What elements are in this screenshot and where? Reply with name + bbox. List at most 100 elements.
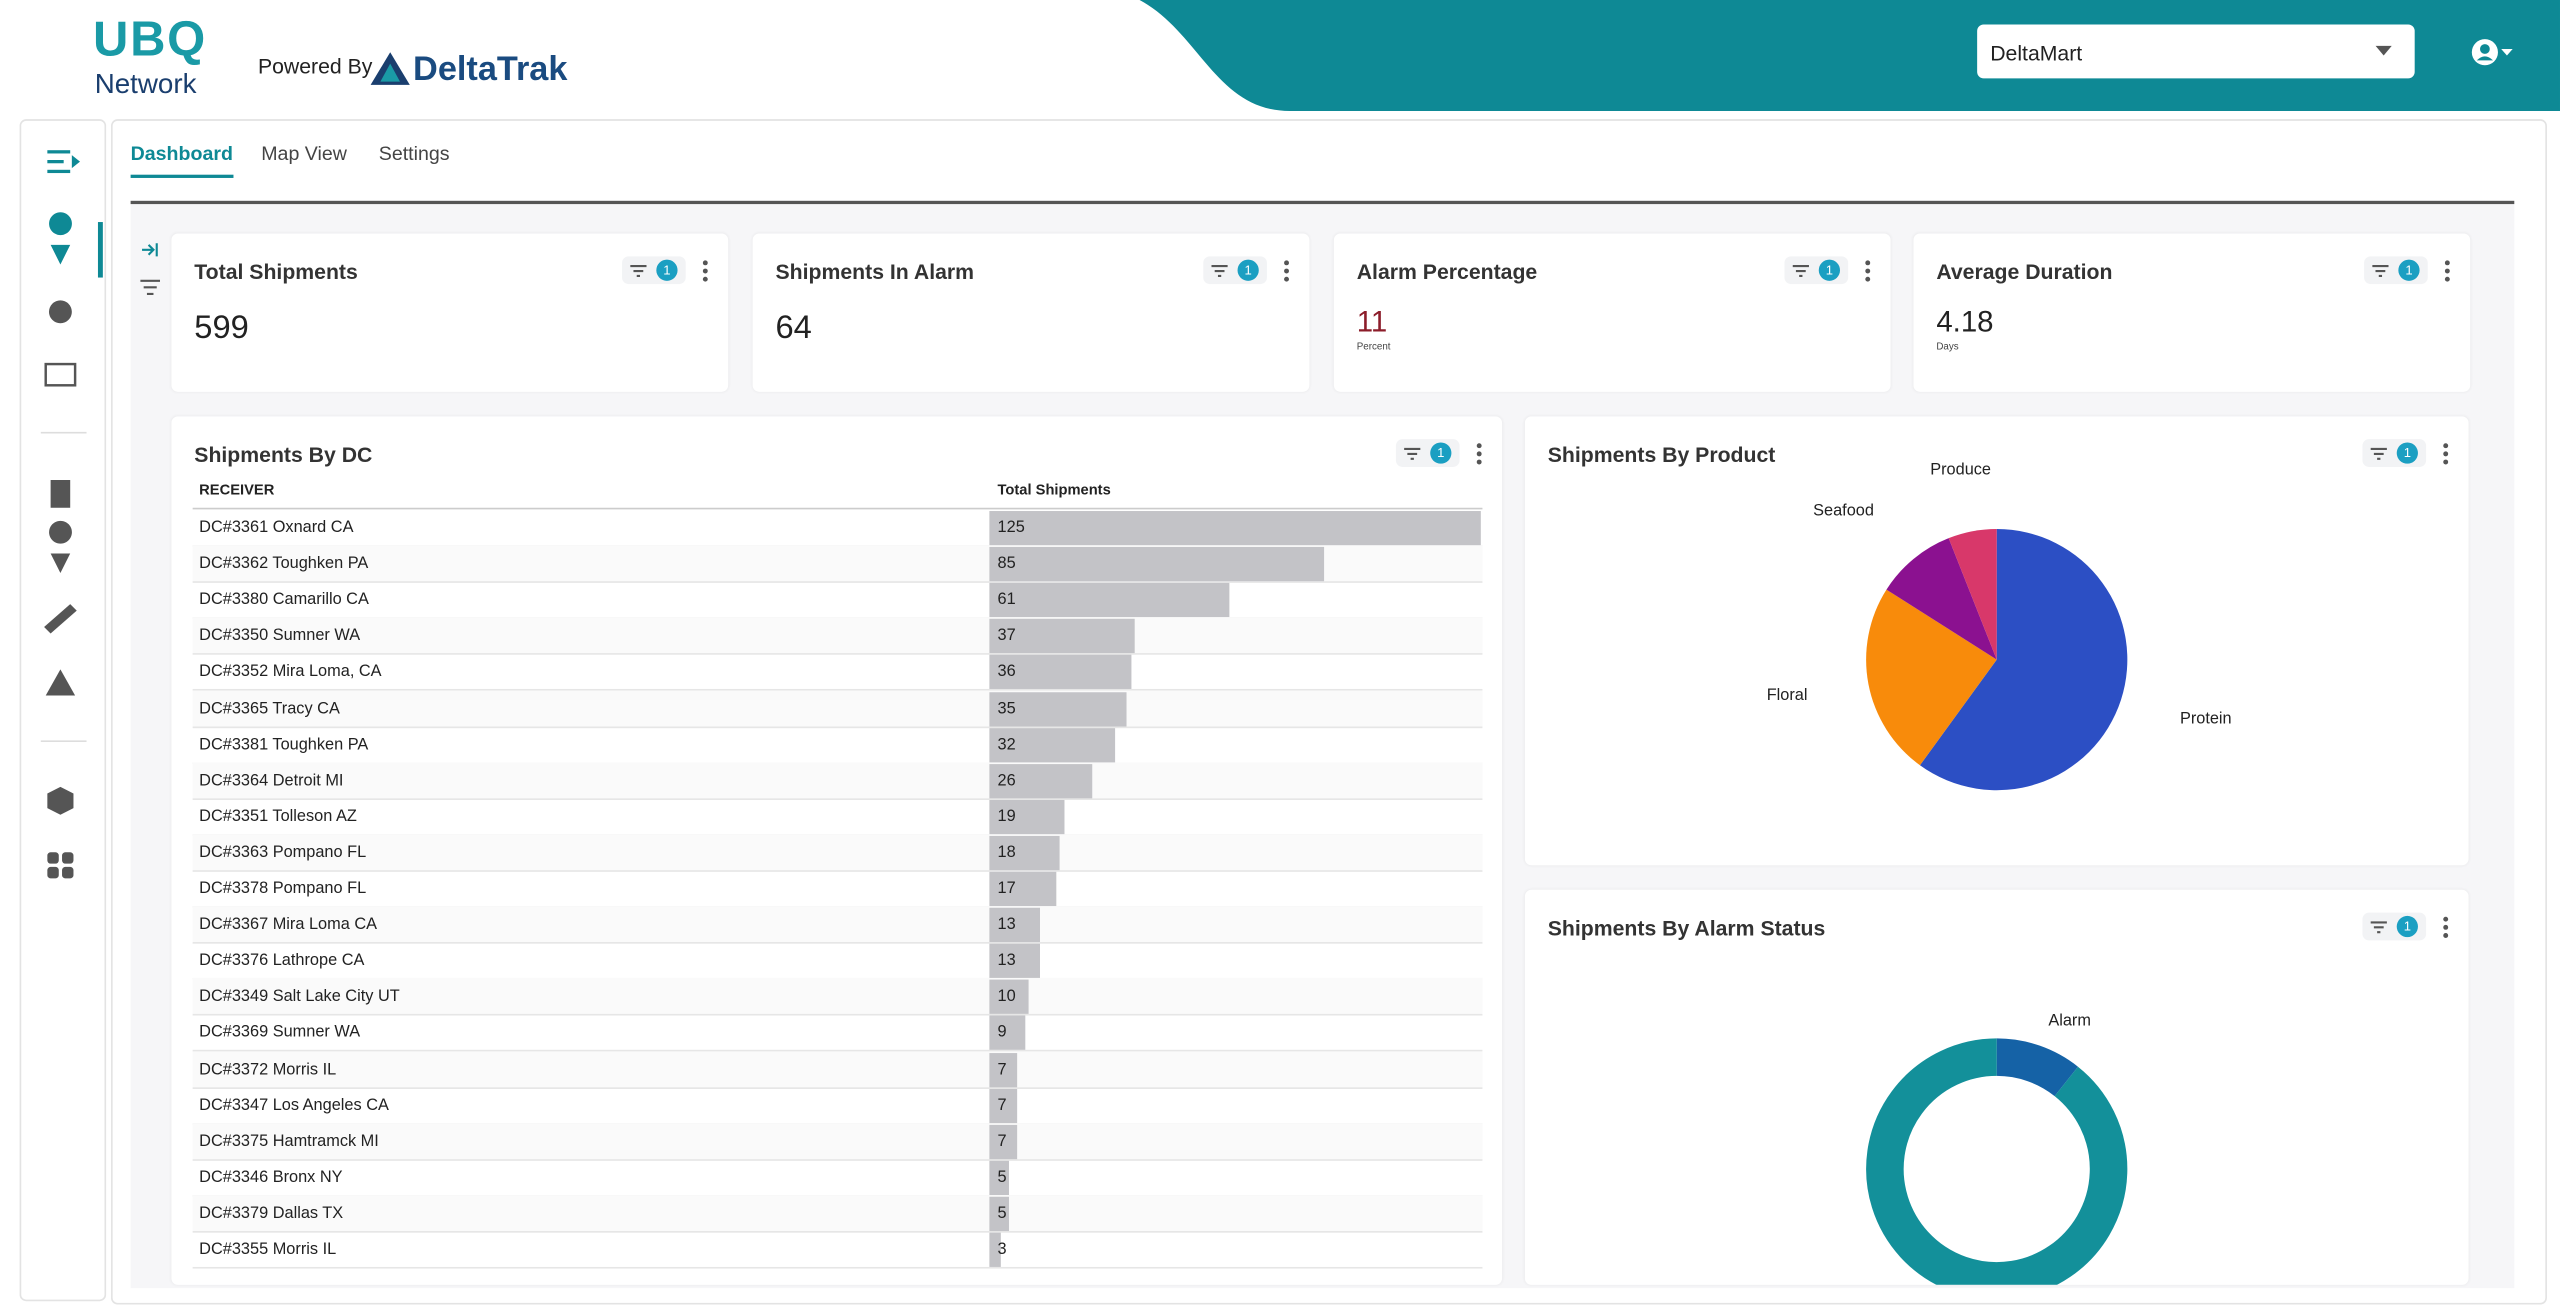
kpi-unit: Percent xyxy=(1356,342,1391,353)
receiver: DC#3361 Oxnard CA xyxy=(199,519,354,538)
dc-table-card: Shipments By DC 1 RECEIVER Total Shipments D… xyxy=(171,416,1503,1285)
more-menu[interactable] xyxy=(702,259,709,282)
chart: Protein Floral Seafood Produce xyxy=(1767,461,2232,791)
menu-toggle[interactable] xyxy=(47,150,80,174)
table-row: DC#3375 Hamtramck MI 7 xyxy=(192,1122,1483,1161)
panel-tools[interactable] xyxy=(139,237,162,302)
slice-label: Seafood xyxy=(1813,501,1874,519)
bar xyxy=(989,691,1127,726)
bar xyxy=(989,835,1061,871)
kpi-value: 64 xyxy=(775,310,812,347)
nav-settings[interactable] xyxy=(48,300,72,324)
tab[interactable]: Settings xyxy=(378,142,450,165)
total: 18 xyxy=(997,843,1016,862)
more-menu[interactable] xyxy=(2442,915,2449,938)
receiver: DC#3347 Los Angeles CA xyxy=(199,1096,389,1115)
total: 125 xyxy=(997,519,1025,538)
kpi-value: 599 xyxy=(194,310,249,347)
logo-top: UBQ xyxy=(93,13,207,67)
total: 17 xyxy=(997,879,1016,898)
table-row: DC#3361 Oxnard CA 125 xyxy=(192,509,1483,547)
total: 5 xyxy=(997,1204,1007,1223)
card-title: Shipments By Alarm Status xyxy=(1547,915,1826,941)
table-row: DC#3369 Sumner WA 9 xyxy=(192,1015,1483,1053)
table-row: DC#3351 Tolleson AZ 19 xyxy=(192,798,1483,836)
active-indicator xyxy=(97,222,103,278)
dot xyxy=(702,267,708,273)
total: 19 xyxy=(997,807,1016,826)
filter-badge: 1 xyxy=(2396,442,2418,464)
logo-bottom: Network xyxy=(94,68,197,100)
filter-button[interactable]: 1 xyxy=(2364,256,2428,285)
kpi-card: Shipments In Alarm 1 64 xyxy=(752,233,1310,392)
card-tools: 1 xyxy=(2362,912,2449,941)
filter-button[interactable]: 1 xyxy=(2362,439,2427,467)
filter-button[interactable]: 1 xyxy=(1395,439,1460,467)
tab[interactable]: Dashboard xyxy=(130,142,233,178)
dot xyxy=(1476,450,1482,456)
total: 61 xyxy=(997,591,1016,610)
filter-button[interactable]: 1 xyxy=(2362,912,2427,941)
slice-label: Protein xyxy=(2180,709,2232,727)
dot xyxy=(2443,924,2449,929)
pie-slice xyxy=(1866,589,1997,766)
bar xyxy=(989,907,1041,943)
filter-glyph xyxy=(2370,447,2387,460)
nav-places[interactable] xyxy=(49,520,72,574)
bar xyxy=(989,619,1135,654)
bar xyxy=(989,1016,1025,1051)
total: 7 xyxy=(997,1060,1007,1079)
nav-apps[interactable] xyxy=(47,852,74,879)
table-row: DC#3347 Los Angeles CA 7 xyxy=(192,1087,1483,1125)
filter-icon xyxy=(630,264,647,277)
column-header[interactable]: RECEIVER xyxy=(199,481,275,498)
header-rule xyxy=(192,507,1483,510)
receiver: DC#3376 Lathrope CA xyxy=(199,952,365,971)
receiver: DC#3350 Sumner WA xyxy=(199,627,361,646)
more-menu[interactable] xyxy=(2444,259,2451,282)
filter-badge: 1 xyxy=(1430,442,1452,464)
total: 7 xyxy=(997,1096,1007,1115)
dot xyxy=(702,275,708,281)
total: 7 xyxy=(997,1132,1007,1151)
nav-location[interactable] xyxy=(49,212,72,265)
dot xyxy=(2444,275,2450,281)
receiver: DC#3365 Tracy CA xyxy=(199,699,340,718)
table-row: DC#3362 Toughken PA 85 xyxy=(192,545,1483,584)
nav-devices[interactable] xyxy=(44,604,77,634)
dot xyxy=(2444,259,2450,265)
receiver: DC#3367 Mira Loma CA xyxy=(199,916,378,935)
receiver: DC#3380 Camarillo CA xyxy=(199,591,369,610)
receiver: DC#3369 Sumner WA xyxy=(199,1024,361,1043)
total: 35 xyxy=(997,699,1016,718)
filter-glyph xyxy=(1211,264,1228,277)
slice-label: Alarm xyxy=(2048,1011,2091,1029)
pie-slice xyxy=(1919,528,2128,791)
dot xyxy=(2443,915,2449,921)
nav-products[interactable] xyxy=(47,786,74,815)
bar xyxy=(989,1052,1017,1087)
account-select[interactable]: DeltaMart xyxy=(1977,24,2415,79)
tab[interactable]: Map View xyxy=(261,142,347,165)
chart-card: Shipments By Product 1 Protein Floral Seafoo… xyxy=(1524,416,2469,866)
receiver: DC#3351 Tolleson AZ xyxy=(199,807,357,826)
filter-badge: 1 xyxy=(656,259,678,281)
nav-alerts[interactable] xyxy=(45,669,76,696)
nav-reports[interactable] xyxy=(44,362,77,387)
profile-menu[interactable] xyxy=(2470,36,2519,69)
more-menu[interactable] xyxy=(1476,442,1483,465)
receiver: DC#3362 Toughken PA xyxy=(199,555,369,574)
more-menu[interactable] xyxy=(1283,259,1290,282)
chart-card: Shipments By Alarm Status 1 Alarm xyxy=(1524,889,2469,1285)
nav-sites[interactable] xyxy=(50,479,71,508)
bar xyxy=(989,1196,1010,1231)
more-menu[interactable] xyxy=(2442,442,2449,465)
filter-badge: 1 xyxy=(2396,915,2418,938)
filter-button[interactable]: 1 xyxy=(1784,256,1849,285)
filter-button[interactable]: 1 xyxy=(1203,256,1267,285)
filter-button[interactable]: 1 xyxy=(622,256,686,285)
more-menu[interactable] xyxy=(1864,259,1871,282)
brand: DeltaTrak xyxy=(413,50,568,89)
column-header[interactable]: Total Shipments xyxy=(997,481,1111,498)
